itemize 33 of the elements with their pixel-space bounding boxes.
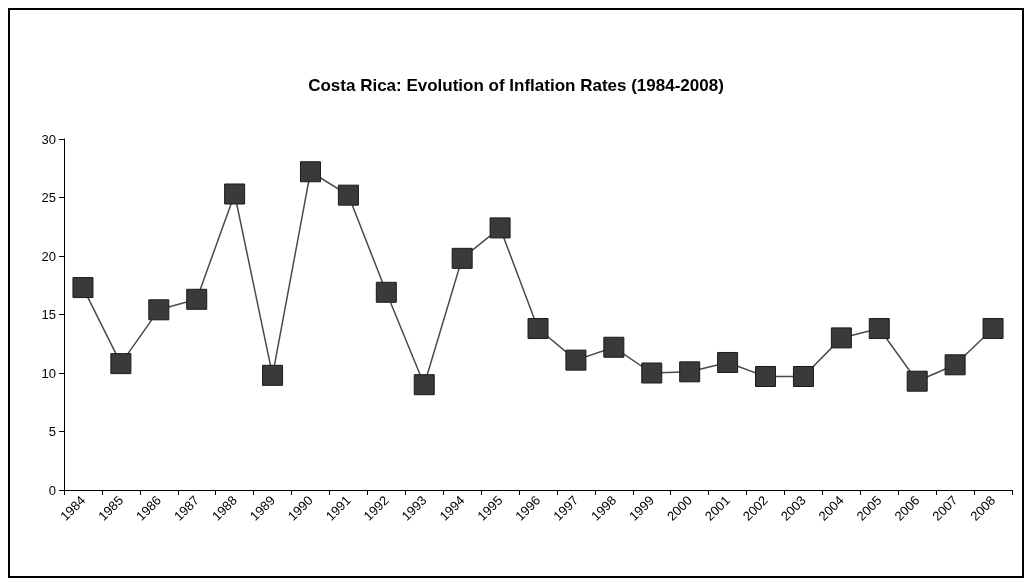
point xyxy=(717,351,739,373)
point xyxy=(110,353,132,375)
y-tick-label: 20 xyxy=(41,248,56,264)
point xyxy=(527,318,549,340)
point xyxy=(148,299,170,321)
point xyxy=(906,370,928,392)
point xyxy=(224,183,246,205)
point xyxy=(262,364,284,386)
point xyxy=(982,318,1004,340)
point xyxy=(565,349,587,371)
point xyxy=(603,336,625,358)
y-tick-label: 5 xyxy=(48,424,56,439)
point xyxy=(299,161,321,183)
point xyxy=(186,288,208,310)
point xyxy=(755,366,777,388)
y-tick-label: 25 xyxy=(41,190,56,205)
point xyxy=(337,184,359,206)
y-tick-label: 0 xyxy=(48,482,56,498)
point xyxy=(72,277,94,299)
point xyxy=(375,281,397,303)
point xyxy=(679,361,701,383)
point xyxy=(489,217,511,239)
y-tick-label: 10 xyxy=(41,365,56,381)
point xyxy=(944,354,966,376)
y-tick-label: 30 xyxy=(41,131,56,147)
point xyxy=(792,366,814,388)
point xyxy=(868,318,890,340)
y-tick-label: 15 xyxy=(41,307,56,322)
point xyxy=(413,374,435,396)
point xyxy=(641,362,663,384)
chart-title: Costa Rica: Evolution of Inflation Rates (1984-2008) xyxy=(308,76,724,95)
point xyxy=(451,247,473,269)
point xyxy=(830,327,852,349)
